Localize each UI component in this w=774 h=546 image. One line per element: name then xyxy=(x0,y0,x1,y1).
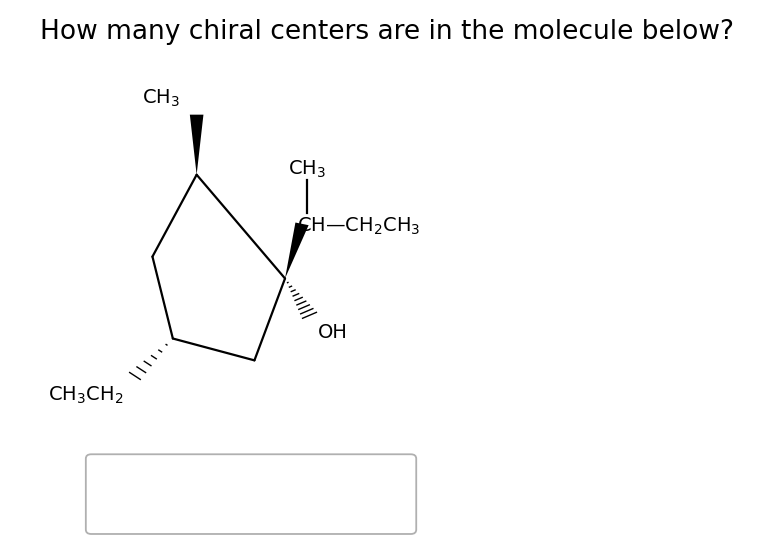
FancyBboxPatch shape xyxy=(86,454,416,534)
Text: How many chiral centers are in the molecule below?: How many chiral centers are in the molec… xyxy=(40,19,734,45)
Text: CH—CH$_2$CH$_3$: CH—CH$_2$CH$_3$ xyxy=(297,216,421,237)
Polygon shape xyxy=(190,115,204,175)
Text: OH: OH xyxy=(317,323,348,342)
Text: CH$_3$: CH$_3$ xyxy=(289,159,327,180)
Text: CH$_3$: CH$_3$ xyxy=(142,88,180,109)
Text: CH$_3$CH$_2$: CH$_3$CH$_2$ xyxy=(48,385,123,406)
Polygon shape xyxy=(285,223,309,278)
